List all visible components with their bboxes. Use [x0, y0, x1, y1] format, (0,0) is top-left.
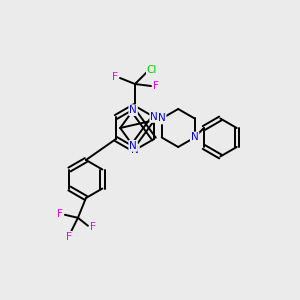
Text: F: F	[66, 232, 72, 242]
Text: N: N	[129, 105, 137, 115]
Text: N: N	[158, 113, 166, 124]
Text: N: N	[131, 145, 139, 155]
Text: Cl: Cl	[147, 65, 157, 75]
Text: N: N	[129, 141, 137, 151]
Text: N: N	[150, 112, 158, 122]
Text: F: F	[57, 209, 63, 219]
Text: F: F	[112, 72, 118, 82]
Text: F: F	[90, 222, 96, 232]
Text: F: F	[153, 81, 159, 91]
Text: N: N	[191, 133, 199, 142]
